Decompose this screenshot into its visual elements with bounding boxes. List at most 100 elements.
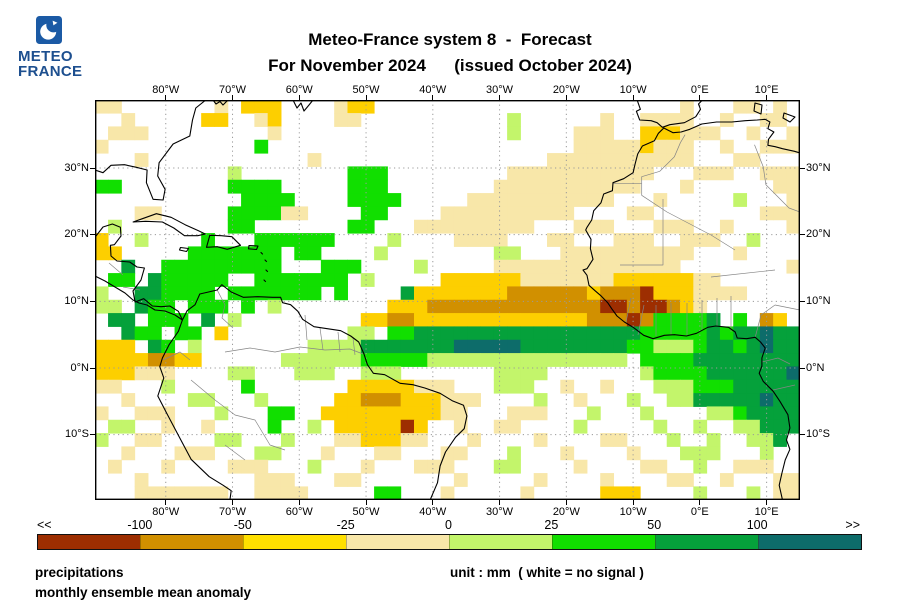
map-cell <box>533 179 548 194</box>
map-cell <box>467 219 481 234</box>
map-cell <box>786 339 801 354</box>
map-cell <box>507 206 521 221</box>
map-cell <box>786 366 801 381</box>
map-cell <box>374 419 388 434</box>
map-cell <box>267 193 282 207</box>
map-cell <box>773 366 787 381</box>
map-cell <box>227 206 242 221</box>
map-cell <box>453 299 468 314</box>
map-cell <box>440 379 455 394</box>
map-cell <box>334 99 348 114</box>
map-cell <box>360 273 375 287</box>
map-cell <box>187 446 202 461</box>
map-cell <box>613 139 628 154</box>
map-cell <box>267 273 282 287</box>
map-cell <box>94 99 109 114</box>
map-cell <box>480 206 495 221</box>
map-cell <box>187 246 202 261</box>
colorbar-boundary-label: 100 <box>746 518 768 532</box>
map-cell <box>586 406 601 421</box>
map-cell <box>294 286 309 301</box>
map-cell <box>719 286 734 301</box>
map-cell <box>174 286 189 301</box>
map-cell <box>560 339 575 354</box>
axis-label-right: 10°N <box>806 294 831 307</box>
map-cell <box>108 459 122 474</box>
map-cell <box>560 179 575 194</box>
map-cell <box>387 326 402 341</box>
map-cell <box>533 366 548 381</box>
map-cell <box>108 219 122 234</box>
tick-right <box>800 434 805 436</box>
map-cell <box>653 419 668 434</box>
map-cell <box>440 393 455 407</box>
map-cell <box>267 246 282 261</box>
map-cell <box>573 313 588 327</box>
map-cell <box>520 166 535 181</box>
map-cell <box>267 299 282 314</box>
map-cell <box>453 273 468 287</box>
map-cell <box>547 326 561 341</box>
map-cell <box>347 113 362 127</box>
map-cell <box>573 153 588 167</box>
map-cell <box>493 246 508 261</box>
map-cell <box>600 113 615 127</box>
map-cell <box>334 273 348 287</box>
map-cell <box>719 379 734 394</box>
map-cell <box>94 379 109 394</box>
map-cell <box>773 179 787 194</box>
tick-top <box>632 95 634 100</box>
map-cell <box>161 486 176 501</box>
map-cell <box>600 339 615 354</box>
map-cell <box>719 219 734 234</box>
map-cell <box>360 179 375 194</box>
map-cell <box>387 486 402 501</box>
map-cell <box>680 219 694 234</box>
tick-bottom <box>432 500 434 505</box>
map-cell <box>746 433 761 447</box>
map-cell <box>147 286 162 301</box>
map-cell <box>493 273 508 287</box>
map-cell <box>520 286 535 301</box>
map-cell <box>680 233 694 247</box>
map-cell <box>227 179 242 194</box>
map-cell <box>440 299 455 314</box>
map-cell <box>586 313 601 327</box>
tick-right <box>800 300 805 302</box>
map-cell <box>387 393 402 407</box>
map-cell <box>600 259 615 274</box>
map-cell <box>320 353 335 367</box>
map-cell <box>759 166 774 181</box>
map-cell <box>547 313 561 327</box>
map-cell <box>201 113 215 127</box>
map-cell <box>626 313 641 327</box>
colorbar-boundary-label: 50 <box>647 518 662 532</box>
map-cell <box>467 353 481 367</box>
map-cell <box>640 339 654 354</box>
map-cell <box>187 339 202 354</box>
colorbar-boundary-label: -100 <box>127 518 153 532</box>
map-cell <box>586 273 601 287</box>
map-cell <box>94 233 109 247</box>
map-cell <box>334 433 348 447</box>
map-cell <box>746 393 761 407</box>
map-cell <box>134 206 149 221</box>
axis-label-top: 50°W <box>352 84 380 96</box>
map-cell <box>613 233 628 247</box>
map-cell <box>600 353 615 367</box>
map-cell <box>453 339 468 354</box>
map-cell <box>493 259 508 274</box>
map-cell <box>493 193 508 207</box>
map-cell <box>480 233 495 247</box>
colorbar-boundary-label: 0 <box>445 518 452 532</box>
map-cell <box>600 379 615 394</box>
map-cell <box>347 219 362 234</box>
map-cell <box>374 179 388 194</box>
map-cell <box>773 486 787 501</box>
map-cell <box>786 406 801 421</box>
map-cell <box>467 206 481 221</box>
map-cell <box>520 326 535 341</box>
map-cell <box>773 406 787 421</box>
map-cell <box>414 219 428 234</box>
tick-right <box>800 367 805 369</box>
